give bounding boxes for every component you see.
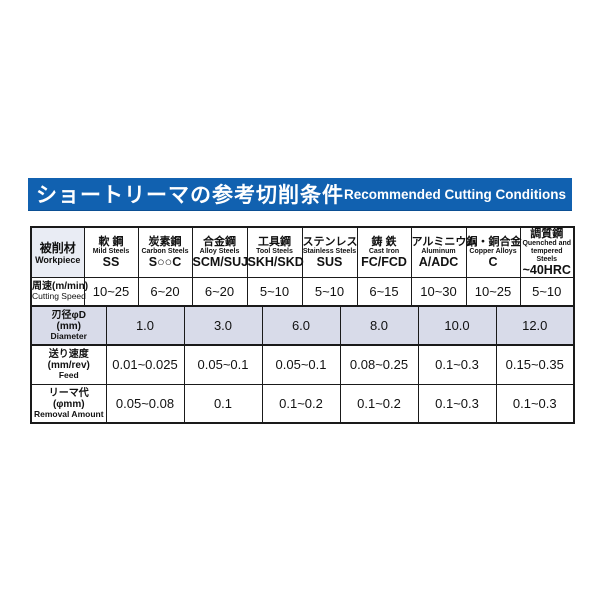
cutting-speed-label-cell: 周速(m/min) Cutting Speed (30, 277, 88, 306)
diameter-value: 1.0 (105, 305, 185, 346)
material-header-copper: 銅・銅合金 Copper Alloys C (465, 226, 522, 278)
material-header-alloy-steel: 合金鋼 Alloy Steels SCM/SUJ (191, 226, 248, 278)
material-header-quenched-steel: 調質鋼 Quenched and tempered Steels ~40HRC (519, 226, 575, 278)
feed-value: 0.05~0.1 (261, 344, 341, 385)
corner-label-en: Workpiece (35, 254, 81, 265)
removal-value: 0.1~0.3 (417, 383, 497, 424)
removal-value: 0.1 (183, 383, 263, 424)
speed-value-aluminum: 10~30 (410, 277, 467, 306)
diameter-label-cell: 刃径φD (mm) Diameter (30, 305, 107, 346)
speed-value-cast-iron: 6~15 (356, 277, 412, 306)
speed-value-mild-steel: 10~25 (83, 277, 139, 306)
diameter-row: 刃径φD (mm) Diameter 1.0 3.0 6.0 8.0 10.0 … (30, 305, 575, 346)
feed-value: 0.01~0.025 (105, 344, 185, 385)
feed-label-cell: 送り速度 (mm/rev) Feed (30, 344, 107, 385)
speed-value-stainless: 5~10 (301, 277, 358, 306)
material-header-carbon-steel: 炭素鋼 Carbon Steels S○○C (137, 226, 193, 278)
workpiece-cutting-speed-table: 被削材 Workpiece 軟 鋼 Mild Steels SS 炭素鋼 Car… (30, 226, 575, 307)
feed-value: 0.1~0.3 (417, 344, 497, 385)
diameter-value: 6.0 (261, 305, 341, 346)
material-header-tool-steel: 工具鋼 Tool Steels SKH/SKD (246, 226, 304, 278)
diameter-value: 12.0 (495, 305, 575, 346)
removal-value: 0.1~0.3 (495, 383, 575, 424)
speed-value-alloy-steel: 6~20 (191, 277, 248, 306)
page-title-japanese: ショートリーマの参考切削条件 (36, 184, 344, 207)
material-header-stainless: ステンレス Stainless Steels SUS (301, 226, 358, 278)
speed-value-copper: 10~25 (465, 277, 521, 306)
diameter-value: 10.0 (417, 305, 497, 346)
diameter-condition-table: 刃径φD (mm) Diameter 1.0 3.0 6.0 8.0 10.0 … (30, 305, 575, 424)
feed-value: 0.05~0.1 (183, 344, 263, 385)
speed-value-quenched-steel: 5~10 (519, 277, 575, 306)
feed-value: 0.08~0.25 (339, 344, 419, 385)
speed-value-carbon-steel: 6~20 (137, 277, 193, 306)
feed-row: 送り速度 (mm/rev) Feed 0.01~0.025 0.05~0.1 0… (30, 344, 575, 385)
workpiece-header-row: 被削材 Workpiece 軟 鋼 Mild Steels SS 炭素鋼 Car… (30, 226, 575, 278)
removal-amount-row: リーマ代 (φmm) Removal Amount 0.05~0.08 0.1 … (30, 383, 575, 424)
section-title-banner: ショートリーマの参考切削条件 Recommended Cutting Condi… (28, 178, 572, 211)
material-header-aluminum: アルミニウム Aluminum A/ADC (410, 226, 477, 278)
corner-label-jp: 被削材 (39, 240, 76, 255)
diameter-value: 3.0 (183, 305, 263, 346)
feed-value: 0.15~0.35 (495, 344, 575, 385)
cutting-speed-row: 周速(m/min) Cutting Speed 10~25 6~20 6~20 … (30, 277, 575, 306)
speed-value-tool-steel: 5~10 (246, 277, 303, 306)
page-title-english: Recommended Cutting Conditions (344, 186, 566, 202)
diameter-value: 8.0 (339, 305, 419, 346)
material-header-mild-steel: 軟 鋼 Mild Steels SS (83, 226, 139, 278)
removal-amount-label-cell: リーマ代 (φmm) Removal Amount (30, 383, 107, 424)
removal-value: 0.05~0.08 (105, 383, 185, 424)
removal-value: 0.1~0.2 (261, 383, 341, 424)
removal-value: 0.1~0.2 (339, 383, 419, 424)
material-header-cast-iron: 鋳 鉄 Cast Iron FC/FCD (356, 226, 412, 278)
workpiece-corner-cell: 被削材 Workpiece (30, 226, 85, 278)
